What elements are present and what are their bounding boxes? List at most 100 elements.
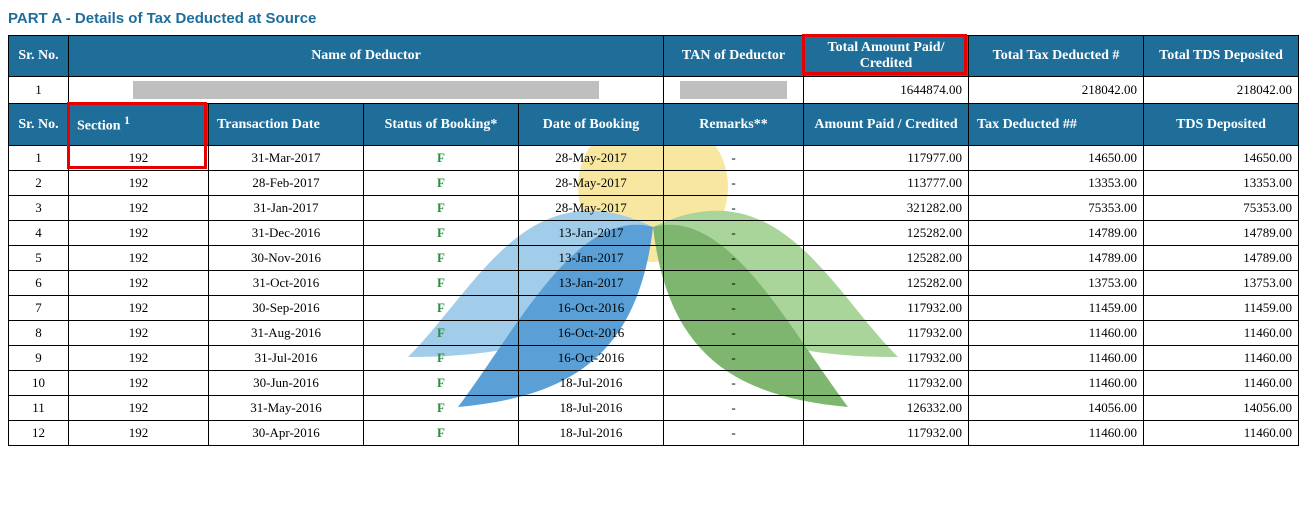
cell-remarks: - (664, 146, 804, 171)
cell-section: 192 (69, 421, 209, 446)
cell-sr: 2 (9, 171, 69, 196)
cell-amount: 117932.00 (804, 421, 969, 446)
cell-section: 192 (69, 396, 209, 421)
cell-amount: 125282.00 (804, 246, 969, 271)
dhdr-tax: Tax Deducted ## (969, 104, 1144, 146)
cell-section: 192 (69, 146, 209, 171)
table-row: 1119231-May-2016F18-Jul-2016-126332.0014… (9, 396, 1299, 421)
cell-book-date: 16-Oct-2016 (519, 346, 664, 371)
cell-book-date: 28-May-2017 (519, 146, 664, 171)
cell-dep: 13353.00 (1144, 171, 1299, 196)
summary-tan (664, 77, 804, 104)
table-row: 519230-Nov-2016F13-Jan-2017-125282.00147… (9, 246, 1299, 271)
cell-amount: 117932.00 (804, 371, 969, 396)
hdr-sr: Sr. No. (9, 36, 69, 77)
cell-remarks: - (664, 346, 804, 371)
cell-trans-date: 31-Mar-2017 (209, 146, 364, 171)
dhdr-status: Status of Booking* (364, 104, 519, 146)
cell-status: F (364, 321, 519, 346)
summary-total-ded: 218042.00 (969, 77, 1144, 104)
cell-status: F (364, 196, 519, 221)
table-row: 1019230-Jun-2016F18-Jul-2016-117932.0011… (9, 371, 1299, 396)
dhdr-trans-date: Transaction Date (209, 104, 364, 146)
cell-dep: 14789.00 (1144, 221, 1299, 246)
redacted-name (133, 81, 599, 99)
cell-amount: 117932.00 (804, 321, 969, 346)
cell-section: 192 (69, 271, 209, 296)
cell-remarks: - (664, 221, 804, 246)
table-row: 819231-Aug-2016F16-Oct-2016-117932.00114… (9, 321, 1299, 346)
table-row: 319231-Jan-2017F28-May-2017-321282.00753… (9, 196, 1299, 221)
cell-status: F (364, 221, 519, 246)
cell-status: F (364, 396, 519, 421)
cell-dep: 11460.00 (1144, 371, 1299, 396)
cell-trans-date: 30-Sep-2016 (209, 296, 364, 321)
cell-remarks: - (664, 296, 804, 321)
dhdr-section: Section 1 (69, 104, 209, 146)
cell-sr: 1 (9, 146, 69, 171)
cell-trans-date: 31-Aug-2016 (209, 321, 364, 346)
cell-trans-date: 31-Oct-2016 (209, 271, 364, 296)
cell-sr: 10 (9, 371, 69, 396)
cell-trans-date: 31-Jan-2017 (209, 196, 364, 221)
tds-table: Sr. No. Name of Deductor TAN of Deductor… (8, 35, 1299, 446)
cell-remarks: - (664, 396, 804, 421)
cell-amount: 125282.00 (804, 221, 969, 246)
cell-sr: 12 (9, 421, 69, 446)
cell-sr: 5 (9, 246, 69, 271)
cell-book-date: 16-Oct-2016 (519, 321, 664, 346)
dhdr-remarks: Remarks** (664, 104, 804, 146)
section-title: PART A - Details of Tax Deducted at Sour… (8, 10, 1298, 27)
cell-book-date: 16-Oct-2016 (519, 296, 664, 321)
cell-trans-date: 28-Feb-2017 (209, 171, 364, 196)
cell-trans-date: 31-Dec-2016 (209, 221, 364, 246)
summary-total-dep: 218042.00 (1144, 77, 1299, 104)
table-row: 719230-Sep-2016F16-Oct-2016-117932.00114… (9, 296, 1299, 321)
cell-trans-date: 30-Nov-2016 (209, 246, 364, 271)
cell-dep: 75353.00 (1144, 196, 1299, 221)
summary-name (69, 77, 664, 104)
cell-section: 192 (69, 296, 209, 321)
cell-dep: 11459.00 (1144, 296, 1299, 321)
cell-status: F (364, 171, 519, 196)
cell-amount: 126332.00 (804, 396, 969, 421)
cell-section: 192 (69, 346, 209, 371)
summary-sr: 1 (9, 77, 69, 104)
cell-tax: 11460.00 (969, 421, 1144, 446)
cell-sr: 4 (9, 221, 69, 246)
cell-section: 192 (69, 221, 209, 246)
hdr-name: Name of Deductor (69, 36, 664, 77)
cell-book-date: 28-May-2017 (519, 196, 664, 221)
cell-tax: 13753.00 (969, 271, 1144, 296)
detail-header-row: Sr. No. Section 1 Transaction Date Statu… (9, 104, 1299, 146)
cell-tax: 14789.00 (969, 221, 1144, 246)
dhdr-sr: Sr. No. (9, 104, 69, 146)
table-row: 619231-Oct-2016F13-Jan-2017-125282.00137… (9, 271, 1299, 296)
cell-book-date: 13-Jan-2017 (519, 221, 664, 246)
cell-section: 192 (69, 246, 209, 271)
cell-status: F (364, 421, 519, 446)
cell-remarks: - (664, 321, 804, 346)
cell-amount: 117932.00 (804, 346, 969, 371)
cell-tax: 14789.00 (969, 246, 1144, 271)
cell-remarks: - (664, 171, 804, 196)
cell-book-date: 28-May-2017 (519, 171, 664, 196)
cell-section: 192 (69, 171, 209, 196)
cell-sr: 6 (9, 271, 69, 296)
cell-status: F (364, 346, 519, 371)
summary-header-row: Sr. No. Name of Deductor TAN of Deductor… (9, 36, 1299, 77)
cell-dep: 14789.00 (1144, 246, 1299, 271)
cell-tax: 14650.00 (969, 146, 1144, 171)
summary-total-paid: 1644874.00 (804, 77, 969, 104)
cell-status: F (364, 371, 519, 396)
cell-section: 192 (69, 321, 209, 346)
table-row: 119231-Mar-2017F28-May-2017-117977.00146… (9, 146, 1299, 171)
cell-tax: 75353.00 (969, 196, 1144, 221)
hdr-total-ded: Total Tax Deducted # (969, 36, 1144, 77)
hdr-tan: TAN of Deductor (664, 36, 804, 77)
cell-book-date: 13-Jan-2017 (519, 271, 664, 296)
cell-dep: 11460.00 (1144, 346, 1299, 371)
cell-tax: 13353.00 (969, 171, 1144, 196)
cell-remarks: - (664, 196, 804, 221)
cell-dep: 13753.00 (1144, 271, 1299, 296)
